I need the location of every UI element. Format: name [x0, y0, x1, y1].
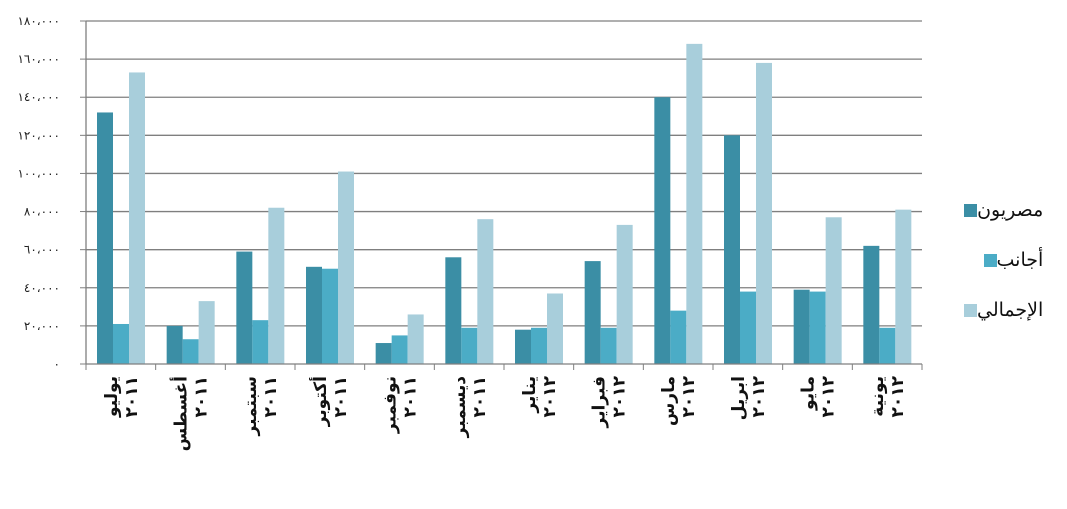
bar-1 — [793, 289, 810, 364]
x-tick-label-month: ابريل — [729, 376, 749, 420]
x-tick-label-year: ٢٠١٢ — [888, 375, 908, 417]
x-tick-label-month: مايو — [799, 376, 819, 411]
bar-2 — [670, 310, 687, 364]
bar-1 — [654, 97, 671, 364]
bar-1 — [375, 343, 392, 364]
x-tick-label: فبراير ٢٠١٢ — [590, 375, 630, 428]
bar-3 — [407, 314, 424, 364]
bar-3 — [547, 293, 563, 364]
gridlines — [80, 20, 922, 365]
bar-3 — [129, 72, 145, 364]
x-tick-label-year: ٢٠١٢ — [819, 375, 839, 417]
x-tick-label-month: يونية — [868, 376, 888, 417]
legend: مصريون أجانب الإجمالي — [958, 198, 1043, 348]
x-tick-label-year: ٢٠١٢ — [610, 375, 630, 417]
bar-3 — [756, 62, 772, 365]
bar-3 — [825, 217, 842, 364]
x-tick-labels: يوليو ٢٠١١ أغسطس ٢٠١١ سبتمبر ٢٠١١ أكتوبر ٢٠١١ نو… — [102, 375, 908, 451]
bar-1 — [236, 251, 253, 364]
x-tick-label-month: يوليو — [102, 376, 122, 418]
bar-1 — [97, 112, 113, 364]
x-tick-label: أكتوبر ٢٠١١ — [309, 376, 351, 427]
y-tick-label: ٦٠،٠٠٠ — [24, 243, 60, 257]
bar-1 — [445, 257, 462, 364]
x-tick-label: يوليو ٢٠١١ — [102, 376, 142, 418]
x-tick-label-month: نوفمبر — [381, 376, 401, 434]
bar-1 — [584, 261, 601, 364]
x-tick-label: مايو ٢٠١٢ — [799, 375, 839, 417]
y-tick-label: ١٠٠،٠٠٠ — [17, 166, 60, 180]
y-tick-label: ٠ — [54, 357, 60, 371]
x-tick-label: نوفمبر ٢٠١١ — [381, 376, 421, 434]
x-tick-label-year: ٢٠١١ — [331, 376, 351, 418]
legend-label: أجانب — [996, 249, 1044, 271]
x-tick-label-year: ٢٠١١ — [470, 376, 490, 418]
legend-item: الإجمالي — [958, 298, 1043, 322]
bar-1 — [724, 135, 740, 364]
legend-swatch — [964, 203, 978, 217]
bar-1 — [863, 245, 880, 364]
bar-3 — [686, 43, 703, 364]
legend-label: الإجمالي — [977, 299, 1044, 321]
bar-3 — [477, 219, 494, 364]
y-tick-label: ٢٠،٠٠٠ — [24, 319, 60, 333]
x-tick-label-month: أكتوبر — [309, 376, 331, 427]
x-tick-label-year: ٢٠١١ — [192, 376, 212, 418]
x-tick-label: ديسمبر ٢٠١١ — [450, 376, 490, 439]
bars — [97, 43, 912, 365]
x-tick-label-month: يناير — [520, 376, 540, 414]
x-tick-label: ابريل ٢٠١٢ — [729, 375, 769, 420]
x-tick-label: مارس ٢٠١٢ — [659, 375, 699, 426]
bar-2 — [600, 327, 617, 364]
bar-1 — [166, 325, 183, 364]
y-tick-label: ١٦٠،٠٠٠ — [17, 52, 60, 66]
y-tick-label: ٨٠،٠٠٠ — [24, 205, 60, 219]
x-tick-label-year: ٢٠١١ — [401, 376, 421, 418]
x-tick-label: أغسطس ٢٠١١ — [170, 376, 212, 451]
bar-2 — [879, 327, 896, 364]
x-tick-label-year: ٢٠١٢ — [749, 375, 769, 417]
x-tick-label-year: ٢٠١٢ — [540, 375, 560, 417]
x-tick-label-month: أغسطس — [170, 376, 192, 451]
axes — [85, 21, 923, 370]
x-tick-label: يونية ٢٠١٢ — [868, 375, 908, 417]
y-tick-label: ١٢٠،٠٠٠ — [17, 128, 60, 142]
y-tick-labels: ٠ ٢٠،٠٠٠ ٤٠،٠٠٠ ٦٠،٠٠٠ ٨٠،٠٠٠ ١٠٠،٠٠٠ ١٢٠،٠٠٠ ١… — [17, 14, 60, 371]
x-tick-label-month: مارس — [659, 376, 679, 426]
bar-3 — [338, 171, 354, 364]
legend-label: مصريون — [977, 199, 1044, 221]
y-tick-label: ١٨٠،٠٠٠ — [17, 14, 60, 28]
bar-1 — [306, 266, 322, 364]
bar-2 — [322, 268, 338, 364]
x-tick-label-year: ٢٠١٢ — [679, 375, 699, 417]
x-tick-label: يناير ٢٠١٢ — [520, 375, 560, 417]
bar-3 — [616, 224, 633, 364]
legend-item: مصريون — [958, 198, 1043, 222]
bar-2 — [113, 323, 129, 364]
bar-2 — [182, 339, 199, 364]
x-tick-label-year: ٢٠١١ — [261, 376, 281, 418]
y-tick-label: ١٤٠،٠٠٠ — [17, 90, 60, 104]
x-tick-label-month: سبتمبر — [241, 376, 261, 437]
x-tick-label: سبتمبر ٢٠١١ — [241, 376, 281, 437]
bar-2 — [740, 291, 756, 364]
bar-3 — [895, 209, 912, 364]
bar-2 — [461, 327, 478, 364]
bar-2 — [531, 327, 547, 364]
legend-swatch — [964, 303, 977, 317]
bar-2 — [252, 320, 269, 364]
bar-3 — [268, 207, 285, 364]
x-tick-label-year: ٢٠١١ — [122, 376, 142, 418]
x-tick-label-month: ديسمبر — [450, 376, 470, 439]
bar-1 — [515, 329, 531, 364]
legend-swatch — [983, 253, 997, 267]
bar-3 — [198, 301, 215, 364]
y-tick-label: ٤٠،٠٠٠ — [24, 281, 60, 295]
x-tick-label-month: فبراير — [590, 376, 610, 428]
legend-item: أجانب — [958, 248, 1043, 272]
bar-2 — [809, 291, 826, 364]
bar-2 — [391, 335, 408, 364]
